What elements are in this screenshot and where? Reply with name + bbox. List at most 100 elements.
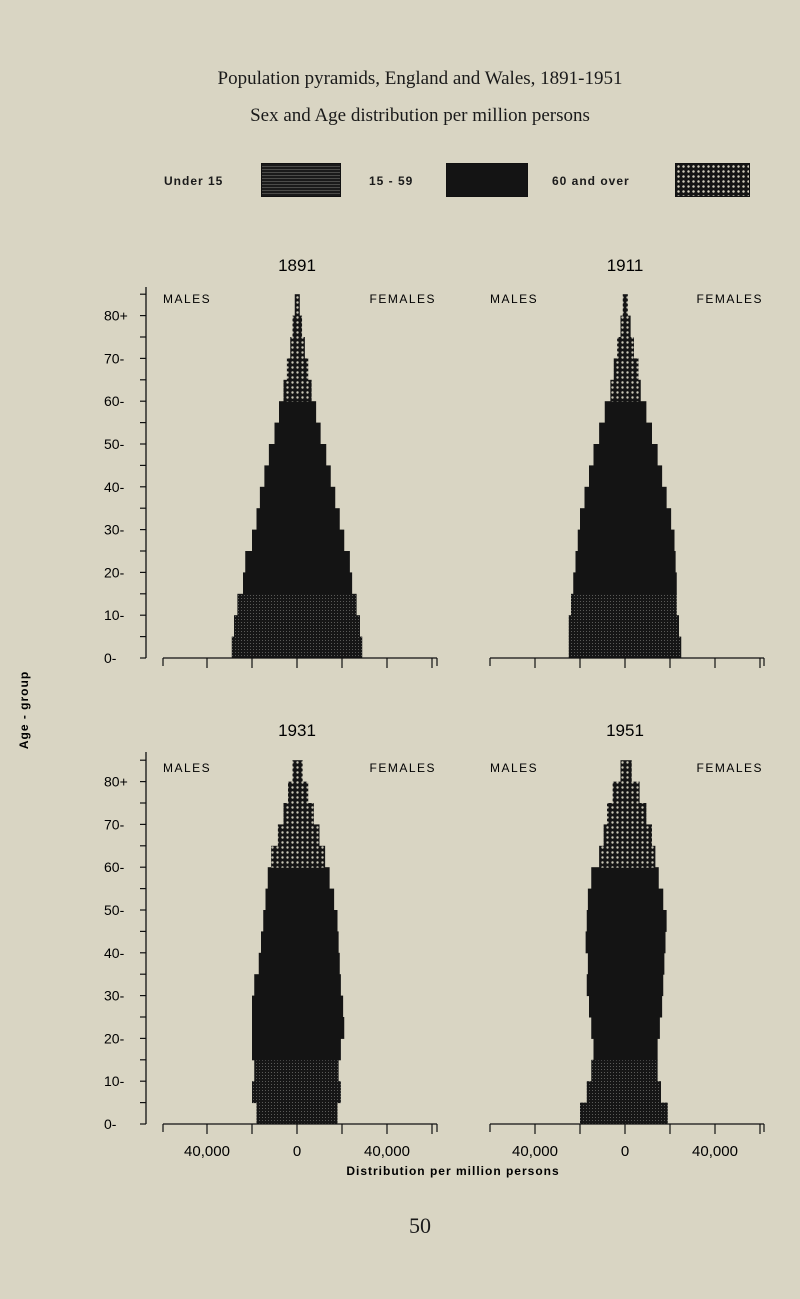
bar-female-1911-20-24 (625, 551, 676, 573)
bar-female-1891-50-54 (297, 422, 321, 445)
bar-male-1931-75-79 (288, 781, 297, 804)
bar-female-1951-60-64 (625, 845, 656, 868)
bar-male-1911-60-64 (610, 379, 625, 402)
bar-female-1951-40-44 (625, 931, 666, 954)
bar-female-1911-25-29 (625, 529, 675, 552)
y-tick-label: 60- (104, 859, 125, 875)
y-tick-label: 70- (104, 816, 125, 832)
bar-male-1911-30-34 (580, 508, 625, 531)
bar-female-1911-65-69 (625, 358, 639, 381)
bar-male-1951-10-14 (591, 1059, 625, 1082)
bar-male-1891-40-44 (264, 465, 297, 488)
bar-female-1951-20-24 (625, 1017, 660, 1039)
bar-male-1951-30-34 (586, 974, 625, 997)
bar-male-1891-30-34 (256, 508, 297, 531)
bar-female-1951-30-34 (625, 974, 664, 997)
year-label-1951: 1951 (606, 721, 644, 740)
bar-male-1931-65-69 (277, 824, 297, 847)
bar-male-1951-45-49 (586, 910, 625, 932)
bar-female-1951-50-54 (625, 888, 664, 911)
y-tick-label: 0- (104, 1116, 117, 1132)
bar-male-1911-25-29 (577, 529, 625, 552)
females-label: FEMALES (696, 761, 763, 775)
bar-male-1891-75-79 (292, 315, 297, 338)
bar-female-1891-0-4 (297, 636, 363, 659)
bar-female-1951-5-9 (625, 1081, 661, 1104)
bar-male-1951-15-19 (593, 1038, 625, 1061)
bar-male-1931-25-29 (252, 995, 297, 1018)
males-label: MALES (490, 761, 538, 775)
y-tick-label: 20- (104, 564, 125, 580)
bar-male-1951-80+ (620, 760, 625, 783)
bar-male-1911-40-44 (589, 465, 625, 488)
bar-female-1951-25-29 (625, 995, 663, 1018)
bar-male-1951-35-39 (587, 952, 625, 975)
bar-male-1911-55-59 (604, 401, 625, 424)
bar-male-1951-50-54 (587, 888, 625, 911)
bar-male-1891-50-54 (274, 422, 297, 445)
bar-female-1891-80+ (297, 294, 300, 317)
males-label: MALES (490, 292, 538, 306)
bar-female-1951-80+ (625, 760, 632, 783)
x-tick-label: 40,000 (364, 1143, 410, 1160)
females-label: FEMALES (369, 761, 436, 775)
y-tick-label: 30- (104, 522, 125, 538)
bar-female-1951-70-74 (625, 803, 647, 825)
bar-male-1891-45-49 (268, 444, 297, 466)
bar-male-1891-80+ (294, 294, 297, 317)
females-label: FEMALES (696, 292, 763, 306)
bar-female-1911-40-44 (625, 465, 663, 488)
bar-male-1931-45-49 (263, 910, 297, 932)
y-tick-label: 40- (104, 945, 125, 961)
x-tick-label: 0 (621, 1143, 629, 1160)
y-tick-label: 10- (104, 607, 125, 623)
bar-female-1931-70-74 (297, 803, 314, 825)
bar-male-1931-55-59 (267, 867, 297, 890)
bar-female-1911-55-59 (625, 401, 647, 424)
bar-male-1891-25-29 (252, 529, 297, 552)
bar-female-1931-40-44 (297, 931, 339, 954)
legend-label-under-15: Under 15 (164, 174, 224, 188)
bar-female-1931-60-64 (297, 845, 326, 868)
bar-female-1911-80+ (625, 294, 628, 317)
y-tick-label: 20- (104, 1030, 125, 1046)
bar-female-1911-50-54 (625, 422, 652, 445)
bar-female-1891-45-49 (297, 444, 327, 466)
bar-male-1891-60-64 (283, 379, 297, 402)
bar-male-1911-75-79 (620, 315, 625, 338)
bar-male-1951-75-79 (612, 781, 625, 804)
bar-female-1951-0-4 (625, 1102, 668, 1125)
bar-female-1931-20-24 (297, 1017, 345, 1039)
bar-female-1891-60-64 (297, 379, 312, 402)
females-label: FEMALES (369, 292, 436, 306)
y-tick-label: 80+ (104, 774, 128, 790)
y-axis-title: Age - group (17, 671, 31, 749)
year-label-1931: 1931 (278, 721, 316, 740)
bar-female-1951-35-39 (625, 952, 665, 975)
bar-female-1951-55-59 (625, 867, 659, 890)
bar-male-1911-5-9 (568, 615, 625, 638)
y-tick-label: 80+ (104, 308, 128, 324)
bar-female-1931-15-19 (297, 1038, 341, 1061)
bar-male-1931-50-54 (265, 888, 297, 911)
bar-male-1891-65-69 (286, 358, 297, 381)
chart-subtitle: Sex and Age distribution per million per… (250, 105, 590, 126)
bar-female-1951-15-19 (625, 1038, 658, 1061)
bar-female-1911-60-64 (625, 379, 641, 402)
bar-male-1891-20-24 (245, 551, 297, 573)
bar-male-1891-10-14 (237, 593, 297, 616)
bar-female-1931-35-39 (297, 952, 340, 975)
bar-female-1911-15-19 (625, 572, 677, 595)
x-axis-title: Distribution per million persons (346, 1164, 559, 1178)
bar-female-1891-5-9 (297, 615, 360, 638)
bar-male-1891-70-74 (290, 337, 297, 359)
bar-male-1931-60-64 (271, 845, 297, 868)
y-tick-label: 50- (104, 436, 125, 452)
x-tick-label: 40,000 (512, 1143, 558, 1160)
bar-female-1931-45-49 (297, 910, 338, 932)
bar-male-1951-40-44 (585, 931, 625, 954)
bar-female-1911-45-49 (625, 444, 658, 466)
bar-female-1931-80+ (297, 760, 303, 783)
bar-male-1891-5-9 (234, 615, 297, 638)
bar-female-1891-70-74 (297, 337, 305, 359)
